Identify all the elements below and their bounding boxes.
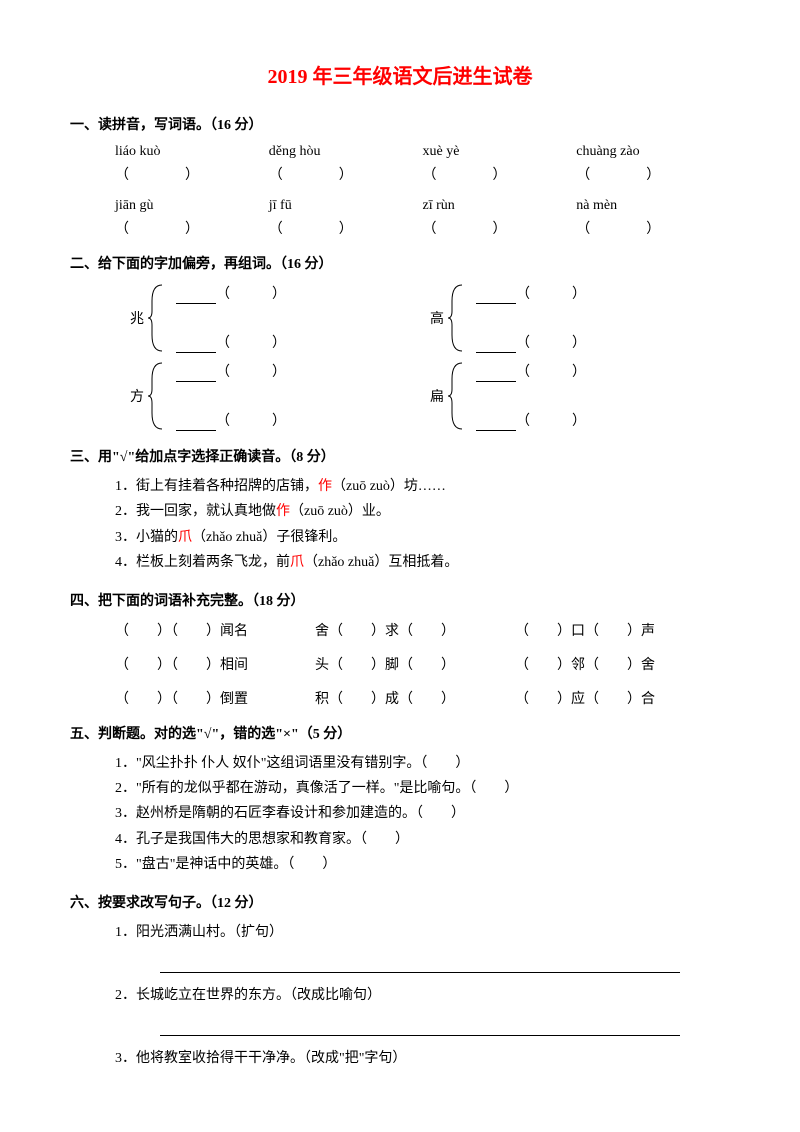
q1-pinyin: chuàng zào (576, 144, 730, 160)
q1-blank-row-1: （ ） （ ） （ ） （ ） (115, 164, 730, 184)
q4-blank[interactable]: 积（ ）成（ ） (315, 688, 515, 708)
q3-choice[interactable]: （zuō zuò）坊…… (332, 479, 446, 494)
brace-blank[interactable]: （ ） (176, 283, 286, 304)
q4-row: （ ）（ ）倒置 积（ ）成（ ） （ ）应（ ）合 (115, 688, 730, 708)
answer-line[interactable] (160, 954, 680, 973)
brace-content: （ ） （ ） (168, 283, 286, 353)
q3-item: 2．我一回家，就认真地做作（zuō zuò）业。 (115, 501, 730, 523)
q1-blank[interactable]: （ ） (576, 164, 730, 184)
page-title: 2019 年三年级语文后进生试卷 (70, 60, 730, 89)
q3-item: 4．栏板上刻着两条飞龙，前爪（zhǎo zhuǎ）互相抵着。 (115, 552, 730, 574)
q3-text: 1．街上有挂着各种招牌的店铺， (115, 479, 318, 494)
q3-item: 3．小猫的爪（zhǎo zhuǎ）子很锋利。 (115, 527, 730, 549)
q1-pinyin-row-2: jiān gù jī fū zī rùn nà mèn (115, 198, 730, 214)
q5-item[interactable]: 5．"盘古"是神话中的英雄。（ ） (115, 854, 730, 876)
q5-list: 1．"风尘扑扑 仆人 奴仆"这组词语里没有错别字。（ ） 2．"所有的龙似乎都在… (115, 753, 730, 877)
q3-highlight: 作 (276, 504, 290, 519)
q4-blank[interactable]: 头（ ）脚（ ） (315, 654, 515, 674)
q4-blank[interactable]: （ ）（ ）闻名 (115, 620, 315, 640)
q6-list: 1．阳光洒满山村。（扩句） 2．长城屹立在世界的东方。（改成比喻句） 3．他将教… (115, 922, 730, 1071)
section-4-head: 四、把下面的词语补充完整。（18 分） (70, 590, 730, 610)
brace-char: 高 (430, 308, 444, 328)
q1-blank-row-2: （ ） （ ） （ ） （ ） (115, 218, 730, 238)
brace-unit: 高 （ ） （ ） (430, 283, 730, 353)
q1-blank[interactable]: （ ） (423, 164, 577, 184)
q1-blank[interactable]: （ ） (115, 164, 269, 184)
section-3-head: 三、用"√"给加点字选择正确读音。（8 分） (70, 446, 730, 466)
page-container: 2019 年三年级语文后进生试卷 一、读拼音，写词语。（16 分） liáo k… (0, 0, 800, 1114)
q1-pinyin: xuè yè (423, 144, 577, 160)
q1-blank[interactable]: （ ） (269, 218, 423, 238)
q3-choice[interactable]: （zuō zuò）业。 (290, 504, 390, 519)
brace-blank[interactable]: （ ） (476, 332, 586, 353)
brace-content: （ ） （ ） (468, 361, 586, 431)
q1-blank[interactable]: （ ） (576, 218, 730, 238)
q4-blank[interactable]: （ ）（ ）倒置 (115, 688, 315, 708)
q5-item[interactable]: 4．孔子是我国伟大的思想家和教育家。（ ） (115, 829, 730, 851)
brace-blank[interactable]: （ ） (176, 332, 286, 353)
answer-line[interactable] (160, 1017, 680, 1036)
q3-text: 2．我一回家，就认真地做 (115, 504, 276, 519)
q1-grid: liáo kuò děng hòu xuè yè chuàng zào （ ） … (115, 144, 730, 238)
brace-unit: 扁 （ ） （ ） (430, 361, 730, 431)
q3-highlight: 爪 (290, 555, 304, 570)
brace-icon (148, 361, 168, 431)
q5-item[interactable]: 3．赵州桥是隋朝的石匠李春设计和参加建造的。（ ） (115, 803, 730, 825)
brace-icon (448, 283, 468, 353)
q1-pinyin: jiān gù (115, 198, 269, 214)
section-6-head: 六、按要求改写句子。（12 分） (70, 892, 730, 912)
brace-char: 扁 (430, 386, 444, 406)
brace-unit: 方 （ ） （ ） (130, 361, 430, 431)
brace-char: 兆 (130, 308, 144, 328)
q4-row: （ ）（ ）相间 头（ ）脚（ ） （ ）邻（ ）舍 (115, 654, 730, 674)
brace-blank[interactable]: （ ） (176, 410, 286, 431)
brace-icon (148, 283, 168, 353)
q3-choice[interactable]: （zhǎo zhuǎ）子很锋利。 (192, 530, 346, 545)
section-1-head: 一、读拼音，写词语。（16 分） (70, 114, 730, 134)
q4-row: （ ）（ ）闻名 舍（ ）求（ ） （ ）口（ ）声 (115, 620, 730, 640)
q6-item: 1．阳光洒满山村。（扩句） (115, 922, 730, 944)
q4-blank[interactable]: （ ）应（ ）合 (515, 688, 715, 708)
brace-blank[interactable]: （ ） (476, 410, 586, 431)
q1-blank[interactable]: （ ） (423, 218, 577, 238)
section-5-head: 五、判断题。对的选"√"，错的选"×"（5 分） (70, 723, 730, 743)
q6-item: 3．他将教室收拾得干干净净。（改成"把"字句） (115, 1048, 730, 1070)
q1-blank[interactable]: （ ） (115, 218, 269, 238)
q3-text: 3．小猫的 (115, 530, 178, 545)
q1-pinyin: zī rùn (423, 198, 577, 214)
q6-item: 2．长城屹立在世界的东方。（改成比喻句） (115, 985, 730, 1007)
q1-pinyin-row-1: liáo kuò děng hòu xuè yè chuàng zào (115, 144, 730, 160)
brace-content: （ ） （ ） (168, 361, 286, 431)
q5-item[interactable]: 1．"风尘扑扑 仆人 奴仆"这组词语里没有错别字。（ ） (115, 753, 730, 775)
q5-item[interactable]: 2．"所有的龙似乎都在游动，真像活了一样。"是比喻句。（ ） (115, 778, 730, 800)
q1-pinyin: jī fū (269, 198, 423, 214)
brace-row-2: 方 （ ） （ ） 扁 （ ） （ ） (70, 361, 730, 431)
q3-text: 4．栏板上刻着两条飞龙，前 (115, 555, 290, 570)
brace-blank[interactable]: （ ） (476, 361, 586, 382)
brace-blank[interactable]: （ ） (176, 361, 286, 382)
brace-char: 方 (130, 386, 144, 406)
q4-blank[interactable]: （ ）口（ ）声 (515, 620, 715, 640)
q1-blank[interactable]: （ ） (269, 164, 423, 184)
q3-list: 1．街上有挂着各种招牌的店铺，作（zuō zuò）坊…… 2．我一回家，就认真地… (115, 476, 730, 575)
q1-pinyin: nà mèn (576, 198, 730, 214)
section-2-head: 二、给下面的字加偏旁，再组词。（16 分） (70, 253, 730, 273)
q4-blank[interactable]: （ ）（ ）相间 (115, 654, 315, 674)
q1-pinyin: liáo kuò (115, 144, 269, 160)
q3-highlight: 爪 (178, 530, 192, 545)
q1-pinyin: děng hòu (269, 144, 423, 160)
q3-item: 1．街上有挂着各种招牌的店铺，作（zuō zuò）坊…… (115, 476, 730, 498)
brace-unit: 兆 （ ） （ ） (130, 283, 430, 353)
brace-blank[interactable]: （ ） (476, 283, 586, 304)
brace-icon (448, 361, 468, 431)
brace-content: （ ） （ ） (468, 283, 586, 353)
q3-highlight: 作 (318, 479, 332, 494)
q4-grid: （ ）（ ）闻名 舍（ ）求（ ） （ ）口（ ）声 （ ）（ ）相间 头（ ）… (115, 620, 730, 708)
q3-choice[interactable]: （zhǎo zhuǎ）互相抵着。 (304, 555, 458, 570)
q4-blank[interactable]: 舍（ ）求（ ） (315, 620, 515, 640)
q4-blank[interactable]: （ ）邻（ ）舍 (515, 654, 715, 674)
brace-row-1: 兆 （ ） （ ） 高 （ ） （ ） (70, 283, 730, 353)
